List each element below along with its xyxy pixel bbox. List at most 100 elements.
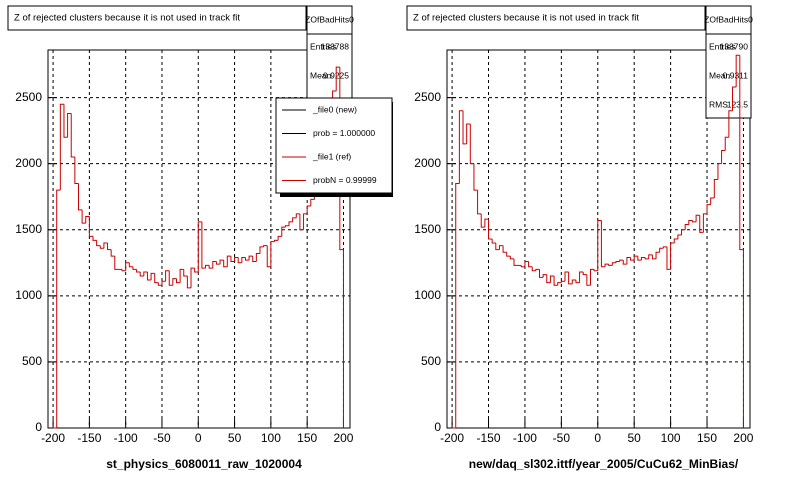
histogram-bin	[255, 253, 260, 262]
histogram-bin	[630, 257, 635, 261]
histogram-bin	[190, 267, 195, 288]
histogram-bin	[688, 219, 693, 225]
histogram-bin	[186, 276, 192, 289]
histogram-bin	[201, 221, 206, 269]
histogram-bin	[564, 271, 569, 282]
histogram-bin	[205, 264, 210, 269]
histogram-bin	[208, 265, 213, 269]
stats-name: ZOfBadHits0	[704, 14, 753, 24]
histogram-bin	[604, 263, 609, 267]
histogram-bin	[215, 261, 221, 265]
histogram-bin	[677, 234, 682, 239]
histogram-bin	[691, 220, 697, 223]
x-tick-label: 50	[228, 431, 242, 445]
x-tick-label: 50	[628, 431, 642, 445]
y-tick-label: 2000	[15, 156, 42, 170]
histogram-bin	[681, 229, 686, 236]
histogram-bin	[81, 209, 86, 224]
histogram-bin	[179, 268, 184, 283]
histogram-bin	[724, 136, 729, 151]
histogram-bin	[295, 213, 300, 218]
histogram-bin	[114, 256, 119, 270]
y-tick-label: 0	[434, 420, 441, 434]
histogram-bin	[651, 254, 657, 260]
histogram-bin	[96, 240, 101, 247]
histogram-bin	[571, 279, 576, 284]
histogram-bin	[128, 262, 133, 268]
histogram-bin	[248, 255, 253, 261]
histogram-bin	[488, 219, 493, 240]
histogram-bin	[168, 270, 173, 286]
histogram-bin	[161, 280, 166, 286]
histogram-bin	[125, 262, 130, 271]
x-tick-label: 0	[195, 431, 202, 445]
histogram-bin	[136, 269, 141, 273]
histogram-bin	[593, 269, 598, 272]
histogram-bin	[539, 269, 544, 278]
legend-label: _file1 (ref)	[312, 151, 351, 161]
x-tick-label: -200	[440, 431, 464, 445]
histogram-bin	[284, 225, 290, 228]
stats-value: 0.9311	[723, 70, 749, 80]
histogram-bin	[666, 246, 671, 270]
histogram-bin	[107, 242, 112, 251]
x-tick-label: 200	[733, 431, 753, 445]
histogram-bin	[484, 218, 489, 228]
title-box	[7, 5, 307, 31]
histogram-bin	[622, 260, 627, 265]
y-tick-label: 1000	[15, 288, 42, 302]
histogram-bin	[99, 245, 104, 249]
histogram-bin	[139, 272, 144, 277]
stats-label: Entries	[310, 41, 336, 51]
stats-label: Mean	[310, 70, 332, 80]
histogram-bin	[274, 239, 279, 242]
stats-box	[705, 5, 752, 119]
histogram-bin	[531, 266, 536, 272]
histogram-bin	[244, 257, 250, 261]
chart-title: Z of rejected clusters because it is not…	[413, 13, 639, 24]
histogram-bin	[684, 223, 689, 230]
stats-label: Entries	[709, 41, 735, 51]
histogram-bin	[557, 282, 562, 286]
histogram-bin	[495, 242, 500, 251]
histogram-bin	[172, 278, 177, 286]
histogram-bin	[197, 221, 202, 273]
histogram-bin	[103, 242, 108, 249]
y-tick-label: 1000	[414, 288, 441, 302]
legend-label: probN = 0.99999	[313, 175, 377, 185]
legend-label: _file0 (new)	[312, 104, 357, 114]
histogram-bin	[132, 266, 137, 270]
y-tick-label: 500	[22, 354, 42, 368]
histogram-bin	[458, 110, 464, 184]
histogram-bin	[732, 86, 737, 111]
histogram-bin	[288, 221, 293, 226]
x-tick-label: -50	[553, 431, 571, 445]
histogram-bin	[513, 258, 518, 266]
histogram-bin	[640, 257, 646, 261]
histogram-bin	[637, 256, 642, 261]
histogram-bin	[74, 157, 79, 184]
histogram-bin	[702, 213, 708, 233]
histogram-bin	[157, 282, 162, 286]
x-tick-label: 100	[661, 431, 681, 445]
histogram-bin	[241, 257, 246, 263]
histogram-bin	[735, 54, 740, 88]
histogram-bin	[568, 272, 573, 285]
histogram-bin	[292, 217, 297, 222]
histogram-bin	[582, 272, 587, 276]
histogram-bin	[670, 242, 675, 270]
histogram-bin	[560, 280, 565, 283]
histogram-bin	[506, 252, 511, 257]
histogram-bin	[644, 257, 649, 260]
histogram-bin	[259, 246, 264, 254]
histogram-bin	[648, 254, 653, 259]
histogram-bin	[549, 275, 555, 283]
y-tick-label: 1500	[15, 222, 42, 236]
x-tick-label: -100	[513, 431, 537, 445]
histogram-bin	[212, 260, 217, 269]
stats-label: RMS	[709, 99, 728, 109]
histogram-bin	[477, 190, 482, 215]
histogram-bin	[455, 182, 460, 428]
